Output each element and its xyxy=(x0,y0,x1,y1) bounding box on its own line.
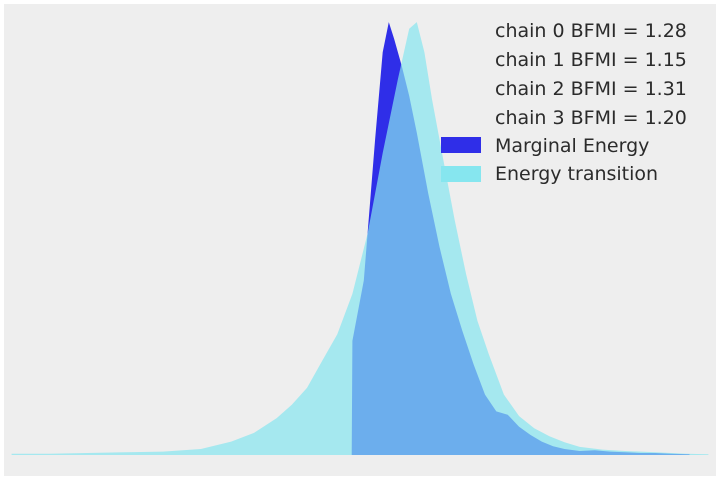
area-energy-transition xyxy=(11,22,709,455)
legend-bfmi-chain-0: chain 0 BFMI = 1.28 xyxy=(495,20,687,42)
legend: chain 0 BFMI = 1.28 chain 1 BFMI = 1.15 … xyxy=(441,20,687,185)
legend-bfmi-chain-2: chain 2 BFMI = 1.31 xyxy=(495,78,687,100)
legend-bfmi-chain-1: chain 1 BFMI = 1.15 xyxy=(495,49,687,71)
legend-label-marginal-energy: Marginal Energy xyxy=(495,135,649,157)
density-areas xyxy=(11,22,709,455)
legend-bfmi-chain-3: chain 3 BFMI = 1.20 xyxy=(495,107,687,129)
legend-swatch-energy-transition xyxy=(441,166,481,182)
legend-label-energy-transition: Energy transition xyxy=(495,163,658,185)
legend-swatch-marginal-energy xyxy=(441,137,481,153)
